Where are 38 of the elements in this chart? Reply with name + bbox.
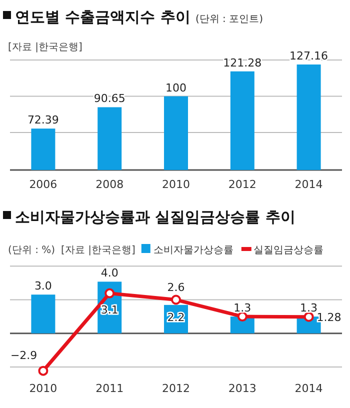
x-tick-label: 2010 xyxy=(162,178,190,191)
data-label: 3.0 xyxy=(34,280,52,293)
data-label: 1.3 xyxy=(300,302,318,315)
chart-subtitle: (단위 : 포인트) xyxy=(195,14,264,25)
data-label: 4.0 xyxy=(100,266,118,280)
data-label: 1.28 xyxy=(316,310,342,324)
point xyxy=(304,312,314,322)
point xyxy=(104,288,115,298)
x-tick-label: 2014 xyxy=(294,178,323,191)
x-tick-label: 2010 xyxy=(29,382,58,395)
chart-title: 연도별 수출금액지수 추이 xyxy=(15,8,190,26)
legend-label: 실질임금상승률 xyxy=(253,245,324,256)
x-tick-label: 2012 xyxy=(228,178,256,191)
x-tick-label: 2014 xyxy=(294,382,323,395)
text: [자료 |한국은행] xyxy=(8,42,82,53)
x-tick-label: 2008 xyxy=(96,178,124,191)
bar xyxy=(31,294,56,334)
data-label: 72.39 xyxy=(27,114,59,127)
data-label: 2.6 xyxy=(167,280,185,294)
x-tick-label: 2013 xyxy=(228,382,256,395)
chart-title: 소비자물가상승률과 실질임금상승률 추이 xyxy=(15,208,296,226)
data-label: 121.28 xyxy=(223,56,262,70)
point xyxy=(171,294,181,305)
data-label: 1.3 xyxy=(234,302,252,315)
data-label: −2.9 xyxy=(10,348,38,362)
data-label: 90.65 xyxy=(94,92,126,106)
text: [자료 |한국은행] xyxy=(61,245,136,256)
x-tick-label: 2012 xyxy=(162,382,190,395)
x-tick-label: 2011 xyxy=(96,382,124,395)
data-label: 100 xyxy=(166,81,186,94)
legend-label: 소비자물가상승률 xyxy=(153,245,234,256)
data-label: 127.16 xyxy=(290,49,328,62)
text: (단위 : %) xyxy=(8,245,56,256)
point xyxy=(38,366,48,376)
point xyxy=(237,312,248,322)
x-tick-label: 2006 xyxy=(29,178,58,191)
data-label: 2.2 xyxy=(167,310,185,324)
data-label: 3.1 xyxy=(100,303,118,316)
